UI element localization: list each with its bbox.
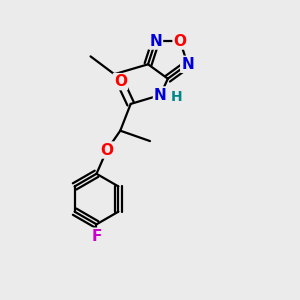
Text: H: H xyxy=(171,89,183,103)
Text: O: O xyxy=(174,34,187,49)
Text: O: O xyxy=(100,142,113,158)
Text: N: N xyxy=(181,57,194,72)
Text: F: F xyxy=(91,229,102,244)
Text: N: N xyxy=(149,34,162,49)
Text: N: N xyxy=(154,88,167,103)
Text: O: O xyxy=(114,74,127,89)
